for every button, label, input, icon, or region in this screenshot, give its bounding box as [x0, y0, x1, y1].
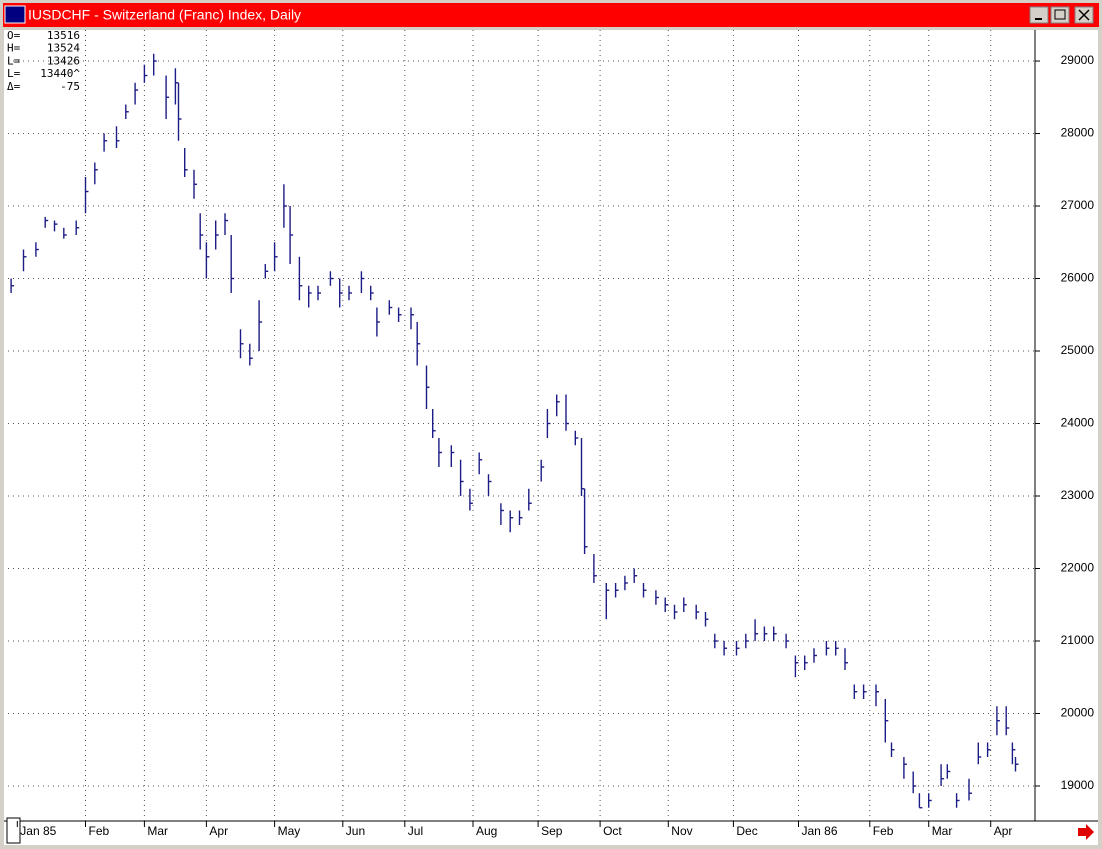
maximize-button[interactable]: [1050, 6, 1070, 24]
y-tick-label: 20000: [1061, 706, 1095, 720]
y-tick-label: 25000: [1061, 343, 1095, 357]
scroll-box[interactable]: [6, 817, 21, 844]
y-tick-label: 22000: [1061, 561, 1095, 575]
readout-label: H=: [7, 42, 21, 55]
readout-label: Δ=: [7, 80, 21, 93]
maximize-glyph: [1054, 9, 1066, 20]
readout-value: 13426: [47, 54, 80, 67]
x-tick-label: Oct: [603, 824, 622, 838]
x-tick-label: Mar: [932, 824, 953, 838]
x-tick-label: Dec: [736, 824, 757, 838]
y-tick-label: 27000: [1061, 198, 1095, 212]
x-tick-label: Jan 85: [20, 824, 56, 838]
window-title: IUSDCHF - Switzerland (Franc) Index, Dai…: [28, 7, 301, 23]
y-tick-label: 21000: [1061, 633, 1095, 647]
close-glyph: [1078, 9, 1090, 21]
readout-label: L=: [7, 54, 21, 67]
y-tick-label: 26000: [1061, 271, 1095, 285]
x-tick-label: Feb: [873, 824, 894, 838]
y-tick-label: 19000: [1061, 778, 1095, 792]
readout-value: 13516: [47, 29, 80, 42]
x-tick-label: Apr: [994, 824, 1013, 838]
x-tick-label: Jan 86: [802, 824, 838, 838]
readout-label: O=: [7, 29, 21, 42]
minimize-button[interactable]: [1029, 6, 1049, 24]
readout-label: L=: [7, 67, 21, 80]
y-tick-label: 24000: [1061, 416, 1095, 430]
x-tick-label: Apr: [209, 824, 228, 838]
y-tick-label: 23000: [1061, 488, 1095, 502]
y-tick-label: 29000: [1061, 53, 1095, 67]
x-tick-label: Aug: [476, 824, 497, 838]
x-tick-label: Feb: [89, 824, 110, 838]
title-bar: [3, 3, 1099, 27]
x-tick-label: Mar: [147, 824, 168, 838]
y-tick-label: 28000: [1061, 126, 1095, 140]
app-icon: [4, 5, 26, 24]
readout-value: -75: [60, 80, 80, 93]
scroll-arrow[interactable]: [1078, 824, 1094, 840]
x-tick-label: Jun: [346, 824, 365, 838]
readout-value: 13524: [47, 42, 80, 55]
x-tick-label: Sep: [541, 824, 563, 838]
readout-value: 13440^: [40, 67, 80, 80]
x-tick-label: May: [278, 824, 301, 838]
chart-area: [4, 30, 1098, 845]
x-tick-label: Jul: [408, 824, 423, 838]
x-tick-label: Nov: [671, 824, 692, 838]
